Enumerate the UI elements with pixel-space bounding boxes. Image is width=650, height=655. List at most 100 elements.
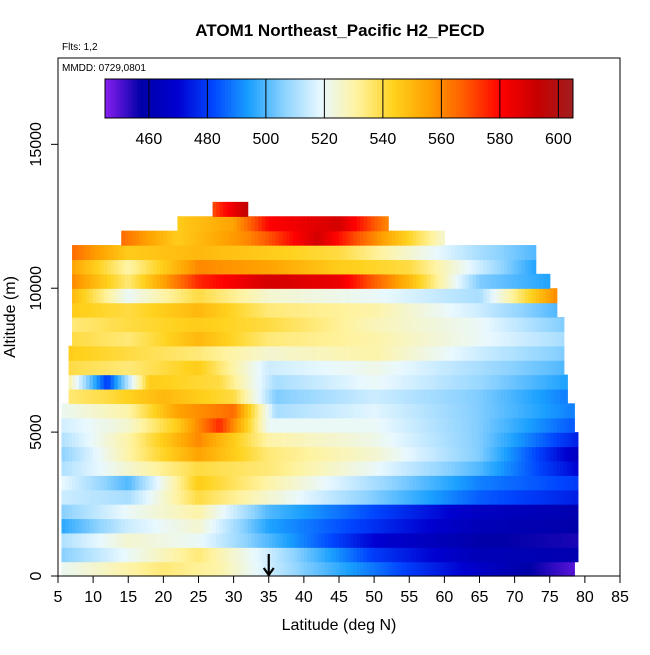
heatmap-cell: [553, 518, 558, 534]
heatmap-cell: [504, 547, 509, 563]
heatmap-cell: [507, 360, 512, 376]
heatmap-cell: [286, 317, 291, 332]
heatmap-cell: [451, 288, 456, 304]
heatmap-cell: [233, 345, 238, 361]
heatmap-cell: [194, 374, 200, 390]
heatmap-cell: [553, 432, 558, 448]
heatmap-cell: [342, 504, 347, 520]
heatmap-cell: [563, 532, 568, 548]
heatmap-cell: [131, 403, 136, 419]
heatmap-cell: [370, 518, 375, 534]
heatmap-cell: [128, 345, 133, 361]
heatmap-cell: [381, 504, 386, 520]
heatmap-cell: [447, 475, 452, 491]
heatmap-cell: [447, 273, 452, 289]
heatmap-cell: [82, 403, 87, 419]
heatmap-cell: [103, 302, 108, 318]
heatmap-cell: [121, 331, 126, 347]
heatmap-cell: [216, 288, 221, 304]
heatmap-cell: [563, 518, 568, 534]
heatmap-cell: [367, 288, 372, 304]
heatmap-cell: [261, 446, 266, 462]
heatmap-cell: [247, 388, 252, 404]
heatmap-cell: [553, 302, 558, 318]
heatmap-cell: [440, 518, 445, 534]
heatmap-cell: [103, 288, 108, 304]
colorbar-swatch: [426, 79, 431, 118]
heatmap-cell: [177, 547, 182, 563]
heatmap-cell: [303, 446, 308, 462]
heatmap-cell: [419, 561, 424, 577]
heatmap-cell: [405, 417, 410, 433]
heatmap-cell: [367, 245, 372, 261]
heatmap-cell: [209, 504, 214, 520]
heatmap-cell: [507, 245, 512, 261]
heatmap-cell: [86, 345, 91, 361]
heatmap-cell: [507, 518, 512, 534]
heatmap-cell: [321, 388, 326, 404]
heatmap-cell: [328, 331, 333, 347]
heatmap-cell: [268, 504, 273, 520]
heatmap-cell: [440, 331, 445, 347]
heatmap-cell: [493, 259, 498, 275]
heatmap-cell: [86, 446, 91, 462]
heatmap-cell: [398, 446, 403, 462]
heatmap-cell: [82, 561, 87, 577]
heatmap-cell: [173, 518, 179, 534]
heatmap-cell: [475, 259, 481, 275]
heatmap-cell: [525, 288, 530, 304]
heatmap-cell: [560, 460, 565, 476]
heatmap-cell: [247, 273, 252, 289]
colorbar-swatch: [134, 79, 138, 118]
heatmap-cell: [226, 360, 231, 376]
heatmap-cell: [79, 403, 84, 419]
heatmap-cell: [514, 360, 519, 376]
heatmap-cell: [370, 561, 375, 577]
heatmap-cell: [339, 417, 344, 433]
heatmap-cell: [159, 417, 164, 433]
heatmap-cell: [75, 518, 80, 534]
heatmap-cell: [556, 403, 561, 419]
heatmap-cell: [233, 201, 238, 217]
heatmap-cell: [159, 547, 164, 563]
heatmap-cell: [114, 374, 119, 390]
heatmap-cell: [100, 360, 105, 376]
heatmap-cell: [324, 345, 330, 361]
heatmap-cell: [72, 345, 77, 361]
heatmap-cell: [244, 201, 249, 217]
heatmap-cell: [433, 446, 438, 462]
heatmap-cell: [521, 489, 526, 505]
heatmap-cell: [475, 388, 481, 404]
heatmap-cell: [553, 504, 558, 520]
heatmap-cell: [339, 273, 344, 289]
heatmap-cell: [244, 230, 249, 246]
heatmap-cell: [381, 460, 386, 476]
colorbar-swatch: [315, 79, 320, 118]
heatmap-cell: [265, 432, 270, 448]
heatmap-cell: [514, 547, 519, 563]
heatmap-cell: [360, 489, 365, 505]
heatmap-cell: [423, 273, 428, 289]
heatmap-cell: [563, 489, 568, 505]
heatmap-cell: [286, 360, 291, 376]
heatmap-cell: [475, 504, 481, 520]
heatmap-cell: [570, 532, 575, 548]
heatmap-cell: [230, 230, 235, 246]
heatmap-cell: [268, 489, 273, 505]
heatmap-cell: [454, 432, 460, 448]
heatmap-cell: [490, 547, 495, 563]
heatmap-cell: [237, 547, 242, 563]
heatmap-cell: [437, 504, 442, 520]
y-tick-label: 0: [28, 571, 45, 580]
heatmap-cell: [458, 374, 463, 390]
heatmap-cell: [374, 547, 379, 563]
heatmap-cell: [331, 374, 337, 390]
heatmap-cell: [451, 417, 456, 433]
heatmap-cell: [117, 460, 122, 476]
colorbar-swatch: [558, 79, 562, 118]
heatmap-cell: [240, 489, 245, 505]
heatmap-cell: [307, 403, 312, 419]
heatmap-cell: [100, 302, 105, 318]
heatmap-cell: [511, 460, 516, 476]
heatmap-cell: [135, 388, 140, 404]
